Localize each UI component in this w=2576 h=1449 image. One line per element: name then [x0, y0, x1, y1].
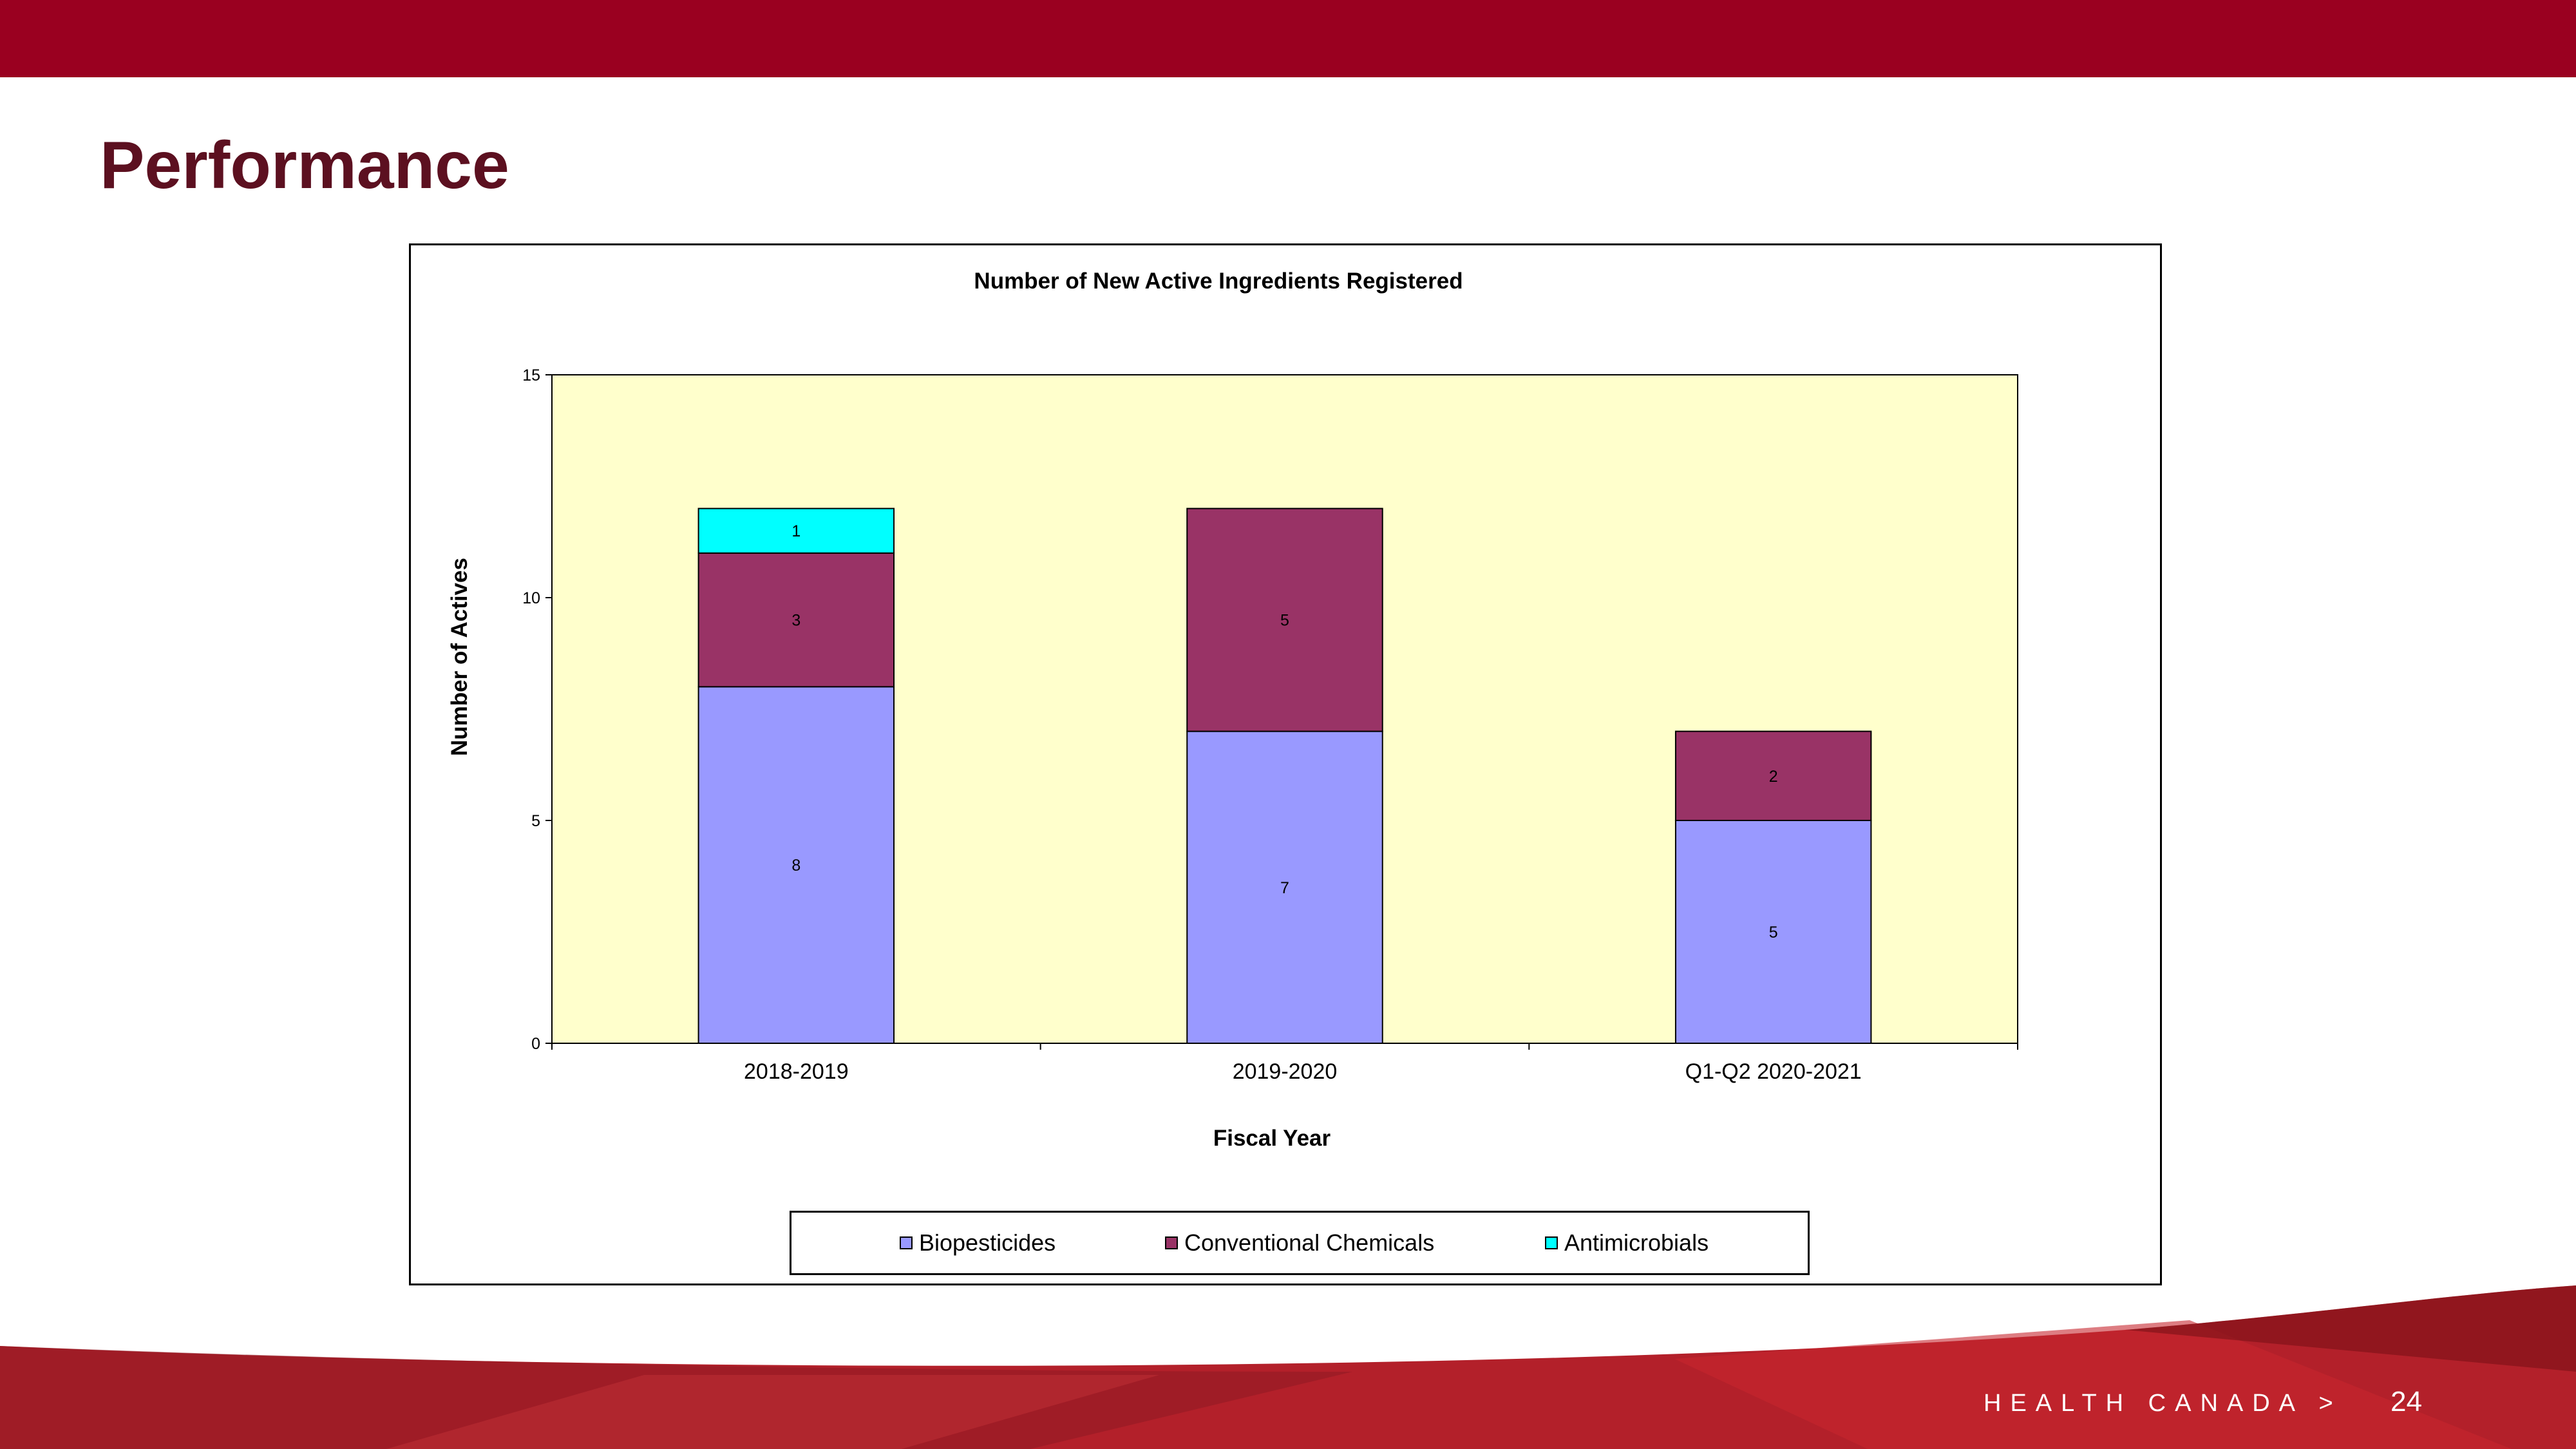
y-axis-title: Number of Actives: [447, 558, 472, 756]
page-number: 24: [2391, 1386, 2422, 1417]
top-banner: [0, 0, 2576, 77]
data-label: 1: [791, 522, 800, 540]
x-tick-label: 2019-2020: [1233, 1059, 1338, 1084]
legend-label-conventional-chemicals: Conventional Chemicals: [1184, 1229, 1435, 1256]
bar-segment: [1674, 730, 1872, 821]
legend-swatch-biopesticides: [900, 1236, 913, 1249]
legend-swatch-antimicrobials: [1545, 1236, 1558, 1249]
data-label: 7: [1280, 879, 1289, 897]
legend-item-conventional-chemicals: Conventional Chemicals: [1165, 1213, 1434, 1273]
legend-label-biopesticides: Biopesticides: [919, 1229, 1056, 1256]
y-tick-label: 5: [531, 812, 540, 830]
chart-legend: Biopesticides Conventional Chemicals Ant…: [790, 1211, 1810, 1275]
slide-title: Performance: [100, 128, 509, 203]
y-tick-label: 10: [522, 589, 540, 607]
legend-item-antimicrobials: Antimicrobials: [1545, 1213, 1709, 1273]
x-axis-title: Fiscal Year: [1213, 1126, 1331, 1151]
bar-segment: [697, 507, 895, 554]
data-label: 5: [1769, 923, 1778, 942]
x-tick-label: Q1-Q2 2020-2021: [1685, 1059, 1862, 1084]
data-label: 2: [1769, 768, 1778, 786]
legend-swatch-conventional-chemicals: [1165, 1236, 1178, 1249]
bar-segment: [697, 552, 895, 688]
bar-segment: [1186, 730, 1383, 1044]
y-tick-label: 15: [522, 366, 540, 384]
footer-brand: HEALTH CANADA >: [1984, 1390, 2342, 1417]
data-label: 3: [791, 612, 800, 630]
bar-segment: [1674, 820, 1872, 1044]
data-label: 5: [1280, 612, 1289, 630]
legend-item-biopesticides: Biopesticides: [900, 1213, 1056, 1273]
x-tick-label: 2018-2019: [744, 1059, 849, 1084]
footer-wave-decoration: [0, 1285, 2576, 1449]
data-label: 8: [791, 857, 800, 875]
chart-title: Number of New Active Ingredients Registe…: [974, 269, 1463, 294]
y-tick-label: 0: [531, 1035, 540, 1053]
bar-segment: [1186, 507, 1383, 732]
legend-label-antimicrobials: Antimicrobials: [1564, 1229, 1709, 1256]
